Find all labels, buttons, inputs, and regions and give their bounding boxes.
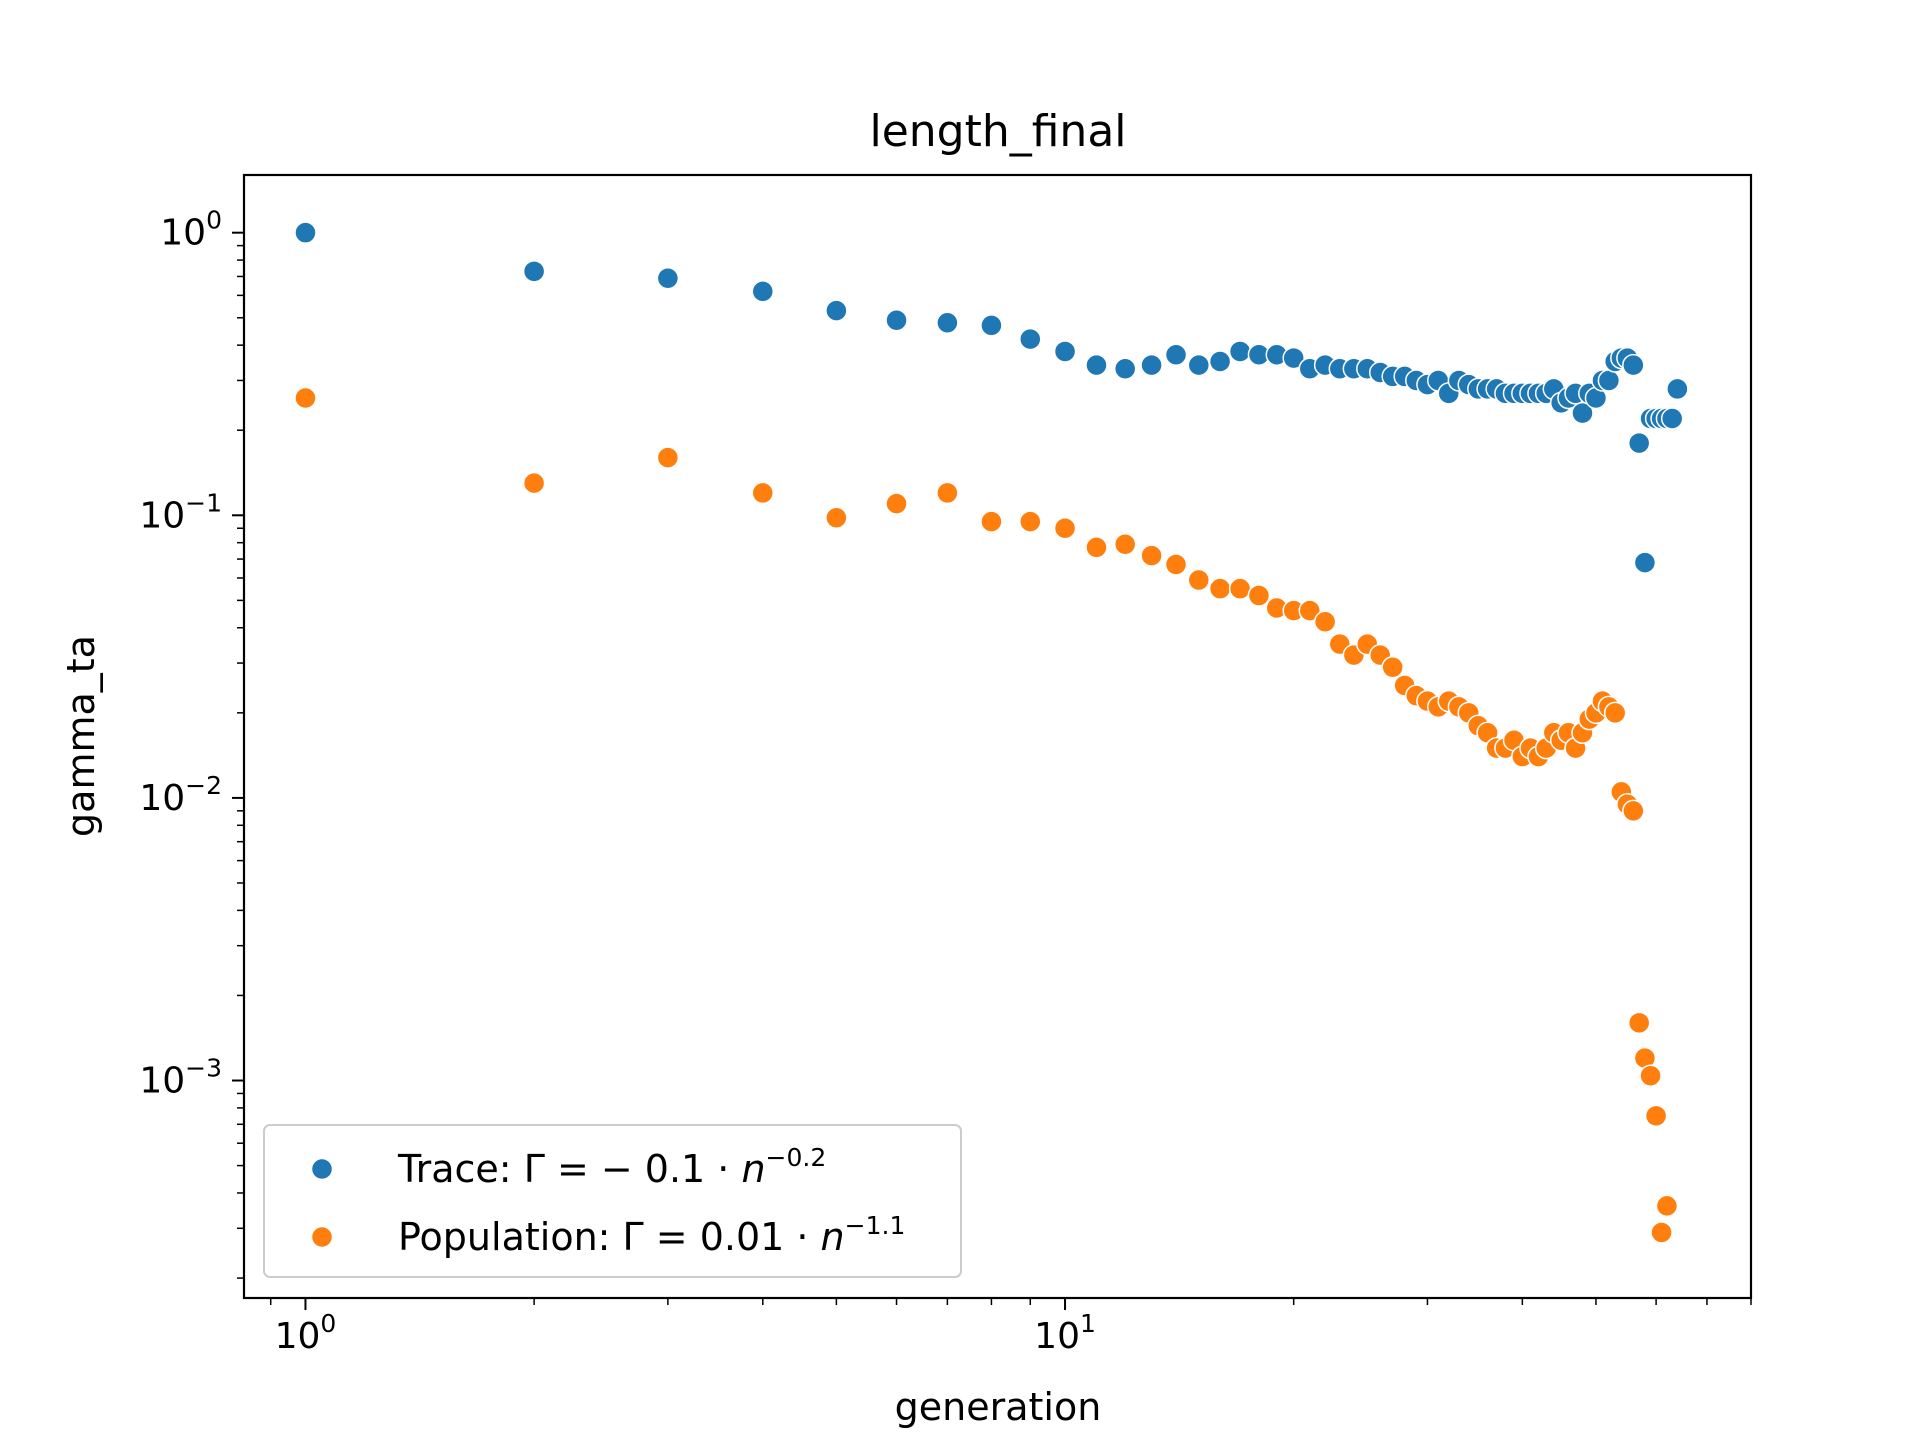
data-points [294, 221, 1689, 1244]
data-point-series-1 [1228, 577, 1252, 600]
plot-frame [242, 173, 1753, 1300]
data-point-series-1 [885, 492, 908, 515]
data-point-series-0 [1622, 353, 1645, 377]
data-point-series-1 [1140, 544, 1163, 567]
x-axis-label: generation [895, 1385, 1102, 1429]
data-point-series-1 [1603, 701, 1627, 725]
data-point-series-1 [1113, 532, 1137, 556]
legend: Trace: Γ = − 0.1 · n−0.2 Population: Γ = … [263, 1124, 962, 1278]
data-point-series-0 [656, 266, 680, 290]
data-point-series-1 [1313, 610, 1337, 634]
data-point-series-1 [1650, 1221, 1673, 1244]
data-point-series-0 [1140, 353, 1163, 377]
data-point-series-0 [1164, 343, 1188, 366]
data-point-series-1 [1627, 1011, 1651, 1035]
legend-marker [310, 1225, 334, 1249]
data-point-series-1 [1298, 599, 1322, 622]
data-point-series-0 [1053, 340, 1077, 363]
data-point-series-0 [1660, 407, 1684, 430]
data-point-series-1 [1085, 536, 1108, 559]
x-tick-label: 101 [1034, 1309, 1096, 1357]
data-point-series-1 [522, 471, 546, 495]
data-point-series-1 [294, 386, 317, 410]
data-point-series-0 [751, 280, 775, 303]
legend-label: Trace: Γ = − 0.1 · n−0.2 [397, 1143, 826, 1191]
data-point-series-0 [1187, 353, 1211, 377]
data-point-series-0 [294, 221, 317, 244]
data-point-series-1 [936, 481, 959, 505]
y-axis: 100 10−1 10−2 10−3 [139, 206, 244, 1279]
data-point-series-1 [1019, 510, 1042, 533]
y-tick-label: 10−3 [139, 1054, 222, 1102]
legend-box [263, 1124, 962, 1278]
data-point-series-1 [1208, 577, 1232, 600]
data-point-series-1 [1622, 799, 1645, 823]
data-point-series-1 [1247, 584, 1271, 607]
data-point-series-1 [825, 506, 848, 530]
data-point-series-0 [1085, 353, 1108, 377]
data-point-series-0 [1208, 350, 1232, 373]
data-point-series-0 [1571, 401, 1594, 425]
data-point-series-1 [1381, 655, 1404, 679]
data-point-series-0 [980, 314, 1003, 337]
legend-marker [310, 1157, 334, 1181]
data-point-series-0 [1633, 551, 1657, 574]
legend-label: Population: Γ = 0.01 · n−1.1 [398, 1211, 905, 1259]
data-point-series-1 [1639, 1064, 1662, 1087]
data-point-series-0 [1597, 369, 1621, 392]
y-tick-label: 100 [160, 206, 222, 254]
data-point-series-0 [1666, 377, 1689, 401]
data-point-series-0 [1228, 340, 1252, 363]
data-point-series-1 [1655, 1194, 1679, 1218]
y-tick-label: 10−1 [139, 488, 222, 536]
data-point-series-0 [1627, 431, 1651, 455]
data-point-series-0 [1113, 357, 1137, 381]
data-point-series-0 [522, 260, 546, 283]
data-point-series-1 [1053, 516, 1077, 540]
data-point-series-1 [1187, 568, 1211, 592]
data-point-series-1 [1164, 553, 1188, 576]
y-axis-label: gamma_ta [59, 635, 103, 837]
data-point-series-0 [936, 311, 959, 335]
data-point-series-0 [1282, 346, 1305, 370]
x-axis: 100 101 [269, 1298, 1752, 1357]
data-point-series-0 [1019, 327, 1042, 351]
data-point-series-1 [1644, 1104, 1668, 1128]
y-tick-label: 10−2 [139, 771, 222, 819]
x-tick-label: 100 [275, 1309, 337, 1357]
chart-title: length_final [869, 106, 1126, 157]
data-point-series-0 [885, 308, 908, 332]
data-point-series-1 [751, 481, 775, 505]
data-point-series-1 [656, 446, 680, 469]
data-point-series-1 [980, 510, 1003, 533]
data-point-series-0 [825, 299, 848, 322]
